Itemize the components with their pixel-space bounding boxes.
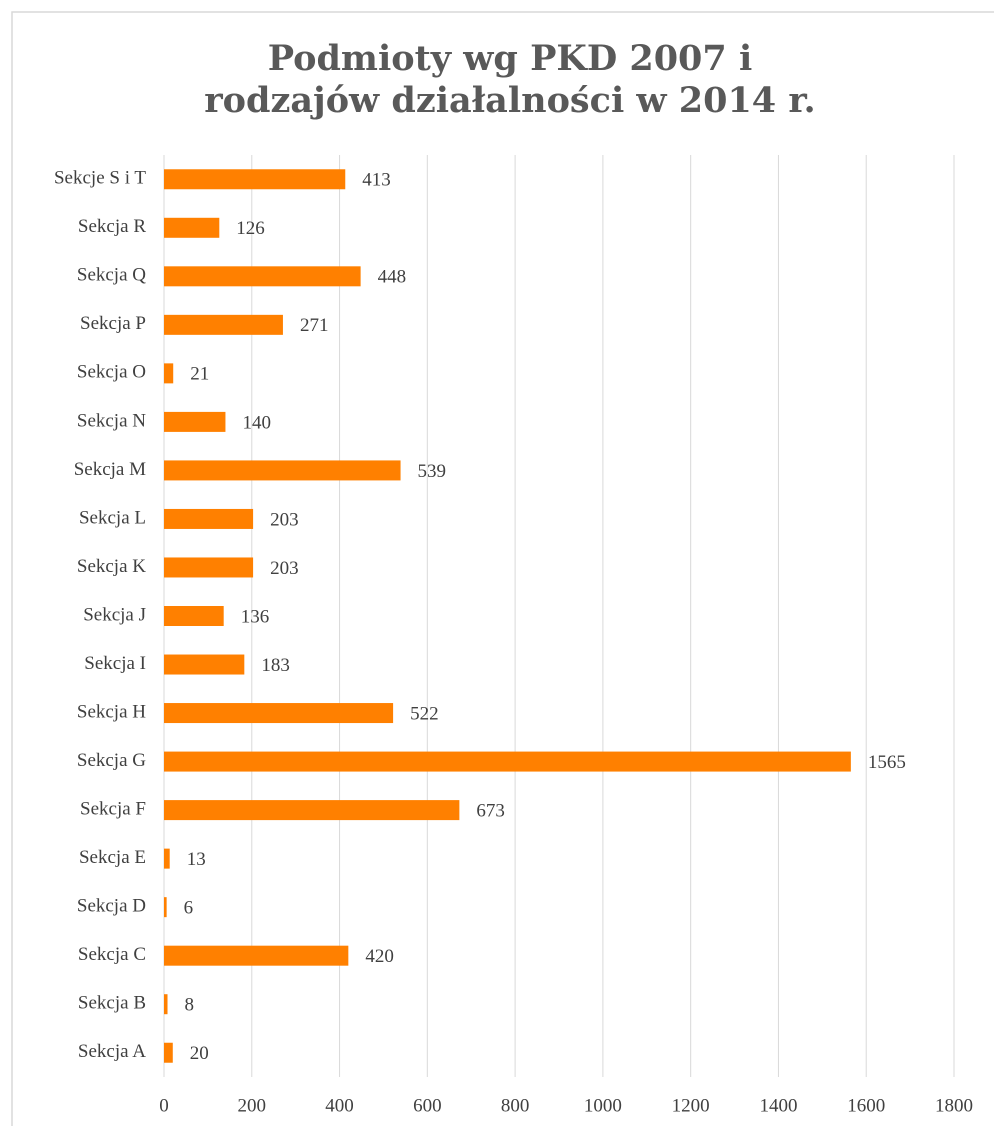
bar <box>164 411 226 432</box>
chart-title: Podmioty wg PKD 2007 i rodzajów działaln… <box>204 38 816 121</box>
y-tick-label: Sekcja H <box>77 701 146 722</box>
bar <box>164 460 401 481</box>
data-label: 6 <box>184 898 194 919</box>
x-tick-label: 1400 <box>759 1095 797 1116</box>
y-tick-label: Sekcja P <box>80 313 146 334</box>
bar <box>164 363 174 384</box>
x-tick-label: 200 <box>238 1095 267 1116</box>
data-label: 21 <box>190 364 209 385</box>
y-tick-label: Sekcja C <box>78 944 146 965</box>
data-label: 136 <box>241 606 270 627</box>
y-tick-label: Sekcja B <box>78 993 146 1014</box>
y-tick-label: Sekcje S i T <box>54 168 146 189</box>
bar <box>164 266 361 287</box>
y-tick-label: Sekcja E <box>79 847 146 868</box>
bar <box>164 217 220 238</box>
y-tick-label: Sekcja I <box>84 653 146 674</box>
y-tick-label: Sekcja N <box>77 410 146 431</box>
y-tick-label: Sekcja Q <box>77 265 146 286</box>
y-tick-label: Sekcja F <box>80 798 146 819</box>
x-tick-label: 800 <box>501 1095 530 1116</box>
y-tick-label: Sekcja M <box>74 459 146 480</box>
y-tick-label: Sekcja O <box>77 362 146 383</box>
data-label: 203 <box>270 509 299 530</box>
y-tick-label: Sekcja G <box>77 750 146 771</box>
bar <box>164 848 170 869</box>
y-tick-label: Sekcja J <box>83 604 146 625</box>
bar <box>164 994 168 1015</box>
y-tick-label: Sekcja A <box>78 1041 146 1062</box>
data-label: 203 <box>270 558 299 579</box>
bar <box>164 557 254 578</box>
bar <box>164 314 283 335</box>
chart-border <box>11 11 994 1126</box>
bar <box>164 1042 173 1063</box>
bar <box>164 751 851 772</box>
x-tick-label: 600 <box>413 1095 442 1116</box>
bar <box>164 606 224 626</box>
data-label: 673 <box>476 800 505 821</box>
x-tick-label: 400 <box>325 1095 354 1116</box>
y-tick-label: Sekcja D <box>77 896 146 917</box>
x-tick-label: 1200 <box>672 1095 710 1116</box>
data-label: 448 <box>378 267 407 288</box>
bar <box>164 508 254 529</box>
data-label: 413 <box>362 170 391 191</box>
data-label: 522 <box>410 703 439 724</box>
data-label: 183 <box>261 655 290 676</box>
data-label: 271 <box>300 315 329 336</box>
x-tick-label: 1000 <box>584 1095 622 1116</box>
bar <box>164 800 460 821</box>
x-tick-label: 0 <box>159 1095 169 1116</box>
bar <box>164 945 349 966</box>
bar <box>164 654 245 675</box>
data-label: 539 <box>418 461 447 482</box>
y-tick-label: Sekcja R <box>78 216 146 237</box>
data-label: 1565 <box>868 752 906 773</box>
y-tick-label: Sekcja L <box>79 507 146 528</box>
data-label: 8 <box>185 995 195 1016</box>
x-tick-label: 1800 <box>935 1095 973 1116</box>
data-label: 126 <box>236 218 264 239</box>
bar <box>164 703 394 724</box>
y-tick-label: Sekcja K <box>77 556 146 577</box>
data-label: 420 <box>365 946 394 967</box>
bar <box>164 169 346 190</box>
x-tick-label: 1600 <box>847 1095 885 1116</box>
bar <box>164 897 167 918</box>
data-label: 13 <box>187 849 206 870</box>
data-label: 20 <box>190 1043 209 1064</box>
data-label: 140 <box>242 412 271 433</box>
